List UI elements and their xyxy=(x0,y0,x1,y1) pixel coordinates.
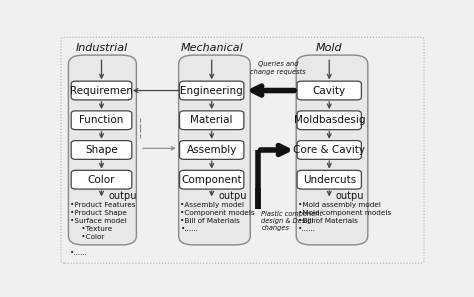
Text: Component: Component xyxy=(182,175,242,185)
Text: Mechanical: Mechanical xyxy=(180,43,243,53)
Text: outpu: outpu xyxy=(108,191,137,201)
Text: Mold: Mold xyxy=(316,43,343,53)
Text: •Product Features
•Product Shape
•Surface model
     •Texture
     •Color

•....: •Product Features •Product Shape •Surfac… xyxy=(70,202,136,256)
Text: Requiremen: Requiremen xyxy=(70,86,133,96)
FancyBboxPatch shape xyxy=(296,55,368,245)
Text: Cavity: Cavity xyxy=(313,86,346,96)
FancyBboxPatch shape xyxy=(297,170,361,189)
Text: Color: Color xyxy=(88,175,115,185)
Text: Engineering: Engineering xyxy=(180,86,243,96)
Text: Plastic component
design & Design
changes: Plastic component design & Design change… xyxy=(261,211,322,231)
Text: Assembly: Assembly xyxy=(186,145,237,155)
FancyBboxPatch shape xyxy=(297,81,361,100)
Text: Material: Material xyxy=(191,115,233,125)
Text: •Assembly model
•Component models
•Bill of Materials
•......: •Assembly model •Component models •Bill … xyxy=(181,202,255,232)
FancyBboxPatch shape xyxy=(180,81,244,100)
Text: •Mold assembly model
•Mold component models
•Bill of Materials
•......: •Mold assembly model •Mold component mod… xyxy=(298,202,391,232)
Text: Shape: Shape xyxy=(85,145,118,155)
FancyBboxPatch shape xyxy=(71,170,132,189)
FancyBboxPatch shape xyxy=(71,111,132,129)
FancyBboxPatch shape xyxy=(180,111,244,129)
Text: Core & Cavity: Core & Cavity xyxy=(293,145,365,155)
Text: Undercuts: Undercuts xyxy=(302,175,356,185)
FancyBboxPatch shape xyxy=(179,55,250,245)
FancyBboxPatch shape xyxy=(180,140,244,159)
Text: outpu: outpu xyxy=(336,191,365,201)
Text: Queries and
change requests: Queries and change requests xyxy=(250,61,306,75)
Text: Industrial: Industrial xyxy=(75,43,128,53)
FancyBboxPatch shape xyxy=(71,140,132,159)
FancyBboxPatch shape xyxy=(71,81,132,100)
FancyBboxPatch shape xyxy=(68,55,137,245)
Text: Function: Function xyxy=(79,115,124,125)
FancyBboxPatch shape xyxy=(180,170,244,189)
Text: outpu: outpu xyxy=(219,191,247,201)
Text: Moldbasdesig: Moldbasdesig xyxy=(293,115,365,125)
FancyBboxPatch shape xyxy=(297,111,361,129)
FancyBboxPatch shape xyxy=(297,140,361,159)
